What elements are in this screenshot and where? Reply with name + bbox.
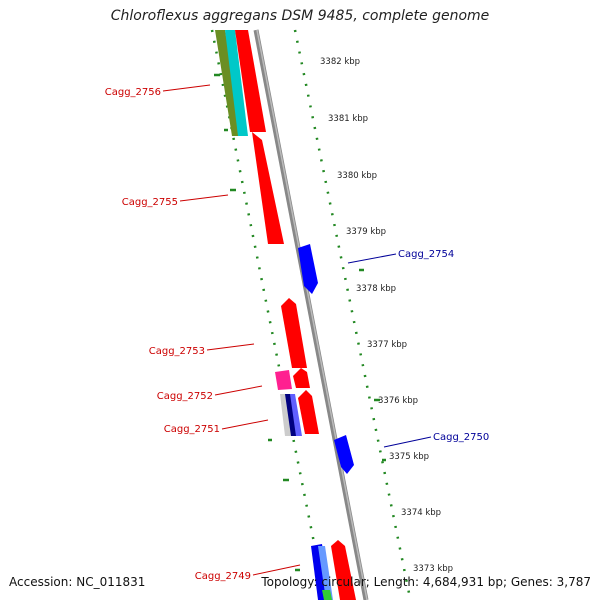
gene-label: Cagg_2754 [398, 249, 454, 260]
tick-label: 3375 kbp [389, 452, 429, 462]
gene-cagg2753 [281, 298, 307, 368]
gene-cagg2751-d [298, 390, 319, 434]
gene-cagg2750 [334, 435, 354, 474]
gene-cyan [225, 30, 248, 136]
tick-label: 3382 kbp [320, 57, 360, 67]
gene-label: Cagg_2751 [164, 424, 220, 435]
gene-cagg2749-d [322, 590, 332, 600]
tick-label: 3377 kbp [367, 340, 407, 350]
gene-cagg2754 [298, 244, 318, 294]
tick-label: 3381 kbp [328, 114, 368, 124]
gene-cagg2751-c [290, 394, 302, 436]
gene-cagg2749-c [331, 540, 356, 600]
genome-stats: Topology: circular; Length: 4,684,931 bp… [261, 575, 591, 589]
gene-label: Cagg_2749 [195, 571, 251, 582]
gene-label: Cagg_2750 [433, 432, 489, 443]
tick-label: 3373 kbp [413, 564, 453, 574]
gc-dashes [214, 73, 386, 572]
backbone [253, 29, 369, 600]
map-title: Chloroflexus aggregans DSM 9485, complet… [110, 8, 490, 24]
accession-label: Accession: NC_011831 [9, 575, 146, 589]
gene-label: Cagg_2755 [122, 197, 178, 208]
tick-label: 3380 kbp [337, 171, 377, 181]
gene-label: Cagg_2753 [149, 346, 205, 357]
gene-cagg2752-b [293, 368, 310, 388]
gene-cagg2756 [235, 30, 266, 132]
gene-cagg2749-b [318, 546, 333, 600]
tick-label: 3378 kbp [356, 284, 396, 294]
gene-label: Cagg_2756 [105, 87, 161, 98]
gene-label: Cagg_2752 [157, 391, 213, 402]
gene-cagg2755 [252, 132, 284, 244]
gene-cagg2752-a [275, 370, 292, 390]
tick-label: 3374 kbp [401, 508, 441, 518]
tick-label: 3376 kbp [378, 396, 418, 406]
label-leaders [162, 84, 432, 576]
tick-label: 3379 kbp [346, 227, 386, 237]
